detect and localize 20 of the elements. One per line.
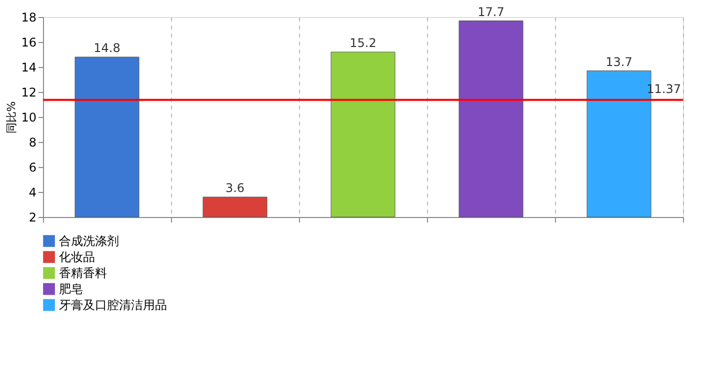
y-tick-label: 14	[21, 60, 36, 74]
y-axis-title: 同比%	[5, 101, 18, 134]
y-tick-label: 18	[21, 10, 36, 24]
legend-label: 合成洗涤剂	[59, 234, 119, 248]
legend-label: 香精香料	[59, 266, 107, 280]
y-tick-label: 4	[28, 186, 36, 200]
data-label: 15.2	[350, 36, 376, 50]
data-label: 13.7	[606, 54, 632, 69]
y-tick-label: 16	[21, 36, 36, 50]
legend-label: 肥皂	[59, 282, 83, 296]
data-label: 3.6	[225, 181, 245, 195]
data-label: 17.7	[478, 4, 504, 19]
legend-label: 化妆品	[59, 250, 95, 264]
y-tick-label: 2	[28, 210, 36, 224]
y-tick-label: 12	[21, 86, 36, 100]
legend-label: 牙膏及口腔清洁用品	[59, 298, 167, 312]
data-label: 14.8	[94, 41, 120, 55]
y-tick-label: 10	[21, 110, 36, 124]
y-tick-label: 6	[28, 160, 36, 174]
y-tick-label: 8	[28, 136, 36, 150]
